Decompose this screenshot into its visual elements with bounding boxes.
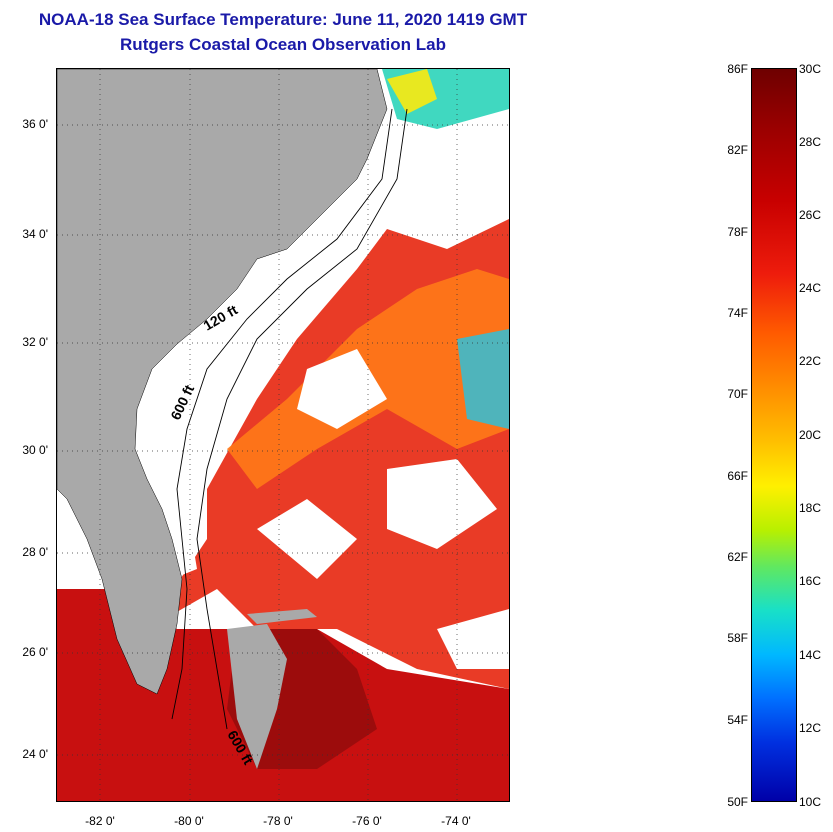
latitude-label-36: 36 0'	[22, 117, 48, 131]
us-east-coast-land	[57, 69, 388, 695]
colorbar-c-label: 24C	[799, 281, 822, 295]
sst-yellow-patch	[387, 69, 437, 114]
latitude-label-24: 24 0'	[22, 747, 48, 761]
contour-600ft	[196, 108, 408, 730]
longitude-label-78: -78 0'	[263, 814, 293, 828]
sst-map: 120 ft 600 ft 600 ft	[56, 68, 510, 802]
map-title: NOAA-18 Sea Surface Temperature: June 11…	[38, 10, 528, 29]
andros-island	[227, 624, 287, 769]
latitude-label-28: 28 0'	[22, 545, 48, 559]
colorbar-c-label: 18C	[799, 501, 822, 515]
longitude-label-80: -80 0'	[174, 814, 204, 828]
colorbar-c-label: 26C	[799, 208, 822, 222]
colorbar-f-label: 66F	[727, 469, 748, 483]
bathymetry-contours	[171, 108, 408, 730]
latitude-label-30: 30 0'	[22, 443, 48, 457]
colorbar-f-label: 78F	[727, 225, 748, 239]
colorbar-f-label: 62F	[727, 550, 748, 564]
graticule	[57, 69, 509, 801]
latitude-label-34: 34 0'	[22, 227, 48, 241]
longitude-label-76: -76 0'	[352, 814, 382, 828]
longitude-label-82: -82 0'	[85, 814, 115, 828]
colorbar-c-label: 16C	[799, 574, 822, 588]
colorbar-f-label: 54F	[727, 713, 748, 727]
sst-cool-region-east	[457, 329, 509, 429]
colorbar-c-label: 12C	[799, 721, 822, 735]
contour-120ft	[171, 108, 393, 720]
colorbar-f-label: 58F	[727, 631, 748, 645]
colorbar-c-label: 14C	[799, 648, 822, 662]
map-subtitle: Rutgers Coastal Ocean Observation Lab	[120, 35, 446, 54]
colorbar-c-label: 20C	[799, 428, 822, 442]
colorbar-c-label: 28C	[799, 135, 822, 149]
latitude-label-32: 32 0'	[22, 335, 48, 349]
colorbar-f-label: 50F	[727, 795, 748, 809]
colorbar-f-label: 86F	[727, 62, 748, 76]
grand-bahama-island	[247, 609, 317, 624]
colorbar-c-label: 10C	[799, 795, 822, 809]
colorbar-f-label: 70F	[727, 387, 748, 401]
colorbar-c-label: 22C	[799, 354, 822, 368]
colorbar-f-label: 82F	[727, 143, 748, 157]
latitude-label-26: 26 0'	[22, 645, 48, 659]
land	[57, 69, 388, 769]
sst-map-canvas: 120 ft 600 ft 600 ft	[57, 69, 509, 801]
temperature-colorbar	[751, 68, 797, 802]
longitude-label-74: -74 0'	[441, 814, 471, 828]
colorbar-f-label: 74F	[727, 306, 748, 320]
colorbar-c-label: 30C	[799, 62, 822, 76]
